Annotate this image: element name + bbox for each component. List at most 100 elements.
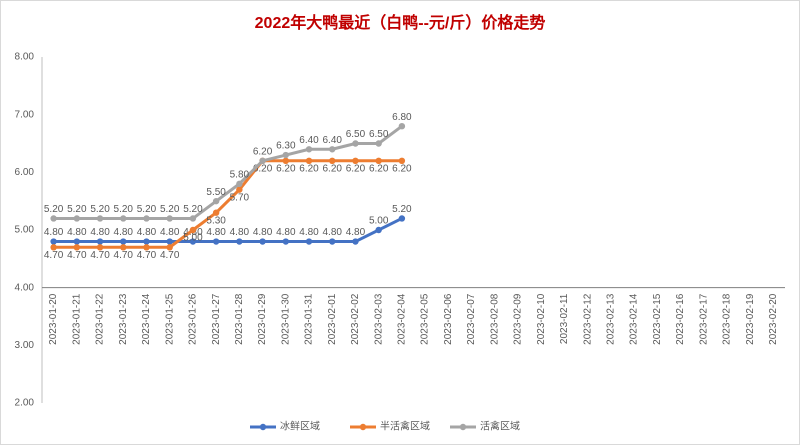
data-point: [166, 238, 173, 245]
data-point: [282, 151, 289, 159]
data-label: 6.20: [369, 163, 389, 174]
data-label: 4.70: [160, 250, 180, 261]
data-point: [375, 140, 382, 147]
data-point: [73, 244, 81, 251]
x-tick-label: 2023-02-05: [420, 293, 431, 345]
data-point: [305, 157, 313, 164]
data-label: 4.80: [230, 227, 250, 238]
x-tick-label: 2023-01-24: [141, 293, 152, 345]
data-label: 4.70: [137, 250, 157, 261]
data-point: [375, 226, 382, 234]
series-line: [53, 124, 403, 220]
legend-marker: [459, 423, 467, 431]
data-point: [212, 209, 220, 216]
data-label: 6.20: [299, 163, 319, 174]
data-point: [212, 197, 220, 205]
data-label: 6.50: [346, 129, 366, 140]
x-tick-label: 2023-01-20: [48, 293, 59, 345]
data-label: 4.70: [67, 250, 87, 261]
x-tick-label: 2023-02-04: [397, 293, 408, 345]
data-point: [398, 157, 406, 164]
x-tick-label: 2023-02-08: [489, 293, 500, 345]
data-label: 5.00: [369, 216, 389, 227]
series-line: [53, 217, 403, 244]
y-tick-label: 5.00: [15, 225, 35, 236]
data-point: [50, 244, 57, 251]
data-label: 4.70: [90, 250, 110, 261]
data-point: [236, 238, 243, 245]
x-tick-label: 2023-01-22: [95, 293, 106, 345]
x-tick-label: 2023-02-10: [536, 293, 547, 345]
data-point: [73, 215, 81, 222]
data-point: [305, 146, 313, 153]
data-label: 6.20: [346, 163, 366, 174]
x-tick-label: 2023-02-03: [373, 293, 384, 345]
data-label: 5.20: [90, 204, 110, 215]
data-point: [189, 226, 197, 234]
x-tick-label: 2023-02-12: [582, 293, 593, 345]
legend-label: 半活禽区域: [380, 420, 430, 433]
data-label: 5.80: [230, 170, 250, 181]
x-tick-label: 2023-02-02: [350, 293, 361, 345]
y-tick-label: 6.00: [15, 167, 35, 178]
data-point: [143, 215, 150, 222]
data-point: [166, 244, 173, 251]
data-point: [329, 238, 336, 245]
data-point: [398, 215, 406, 222]
data-label: 4.80: [44, 227, 64, 238]
data-label: 4.80: [137, 227, 157, 238]
x-tick-label: 2023-02-07: [466, 293, 477, 345]
data-label: 4.80: [346, 227, 366, 238]
data-point: [375, 157, 382, 164]
data-label: 4.80: [206, 227, 226, 238]
data-point: [352, 157, 359, 164]
data-point: [166, 215, 173, 222]
data-label: 5.20: [44, 204, 64, 215]
data-label: 4.70: [114, 250, 134, 261]
data-point: [189, 238, 197, 245]
data-label: 4.80: [253, 227, 273, 238]
data-label: 4.70: [44, 250, 64, 261]
x-tick-label: 2023-02-17: [698, 293, 709, 345]
data-label: 6.20: [276, 163, 296, 174]
data-point: [212, 238, 220, 245]
data-point: [329, 157, 336, 164]
data-label: 4.80: [90, 227, 110, 238]
data-label: 4.80: [160, 227, 180, 238]
x-tick-label: 2023-02-11: [559, 293, 570, 344]
data-label: 6.30: [276, 141, 296, 152]
data-label: 5.00: [183, 233, 203, 244]
data-point: [73, 238, 81, 245]
data-label: 5.20: [137, 204, 157, 215]
x-tick-label: 2023-01-30: [280, 293, 291, 345]
data-label: 4.80: [299, 227, 319, 238]
data-label: 6.20: [392, 163, 412, 174]
data-point: [282, 238, 289, 245]
data-point: [96, 215, 104, 222]
x-tick-label: 2023-01-21: [71, 293, 82, 345]
legend-label: 活禽区域: [480, 420, 520, 433]
data-label: 4.80: [114, 227, 134, 238]
x-tick-label: 2023-01-29: [257, 293, 268, 345]
data-point: [143, 244, 150, 251]
x-tick-label: 2023-01-25: [164, 293, 175, 345]
x-tick-label: 2023-02-13: [606, 293, 617, 345]
legend-label: 冰鲜区域: [280, 420, 320, 433]
data-point: [96, 244, 104, 251]
x-tick-label: 2023-02-15: [652, 293, 663, 345]
legend-marker: [359, 423, 367, 431]
data-point: [120, 215, 127, 222]
data-label: 5.30: [206, 215, 226, 226]
data-point: [96, 238, 104, 245]
data-point: [305, 238, 313, 245]
data-label: 5.20: [392, 204, 412, 215]
data-label: 5.20: [160, 204, 180, 215]
y-tick-label: 4.00: [15, 282, 35, 293]
x-tick-label: 2023-02-18: [722, 293, 733, 345]
data-point: [189, 215, 197, 222]
data-label: 5.20: [183, 204, 203, 215]
data-point: [282, 157, 289, 164]
data-label: 4.80: [67, 227, 87, 238]
